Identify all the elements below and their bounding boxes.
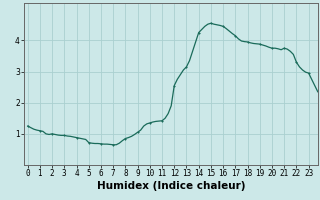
X-axis label: Humidex (Indice chaleur): Humidex (Indice chaleur) xyxy=(97,181,245,191)
